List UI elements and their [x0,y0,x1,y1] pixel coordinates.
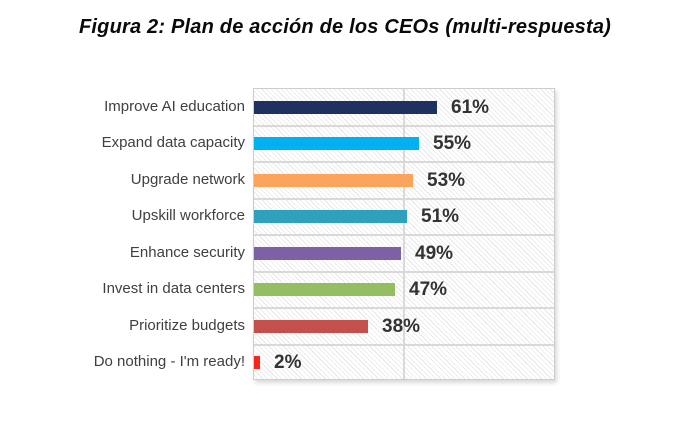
bar [254,210,407,224]
bar [254,283,395,297]
bar [254,246,401,260]
bar-value-label: 61% [451,96,490,118]
gridline-horizontal [254,343,554,346]
bar-value-label: 2% [274,352,302,374]
bar-row: 55% [254,126,554,163]
gridline-horizontal [254,161,554,163]
bar-value-label: 38% [382,315,421,337]
bar-value-label: 53% [427,169,466,191]
gridline-horizontal [254,270,554,273]
bar-row: 61% [254,89,554,126]
category-label: Expand data capacity [101,134,245,152]
bar-row: 53% [254,162,554,199]
plot-area: 61% 55% 53% 51% 49% 47% 38% 2% [253,88,555,380]
category-label: Do nothing - I'm ready! [93,353,245,371]
bar-value-label: 51% [421,206,460,228]
category-label: Upgrade network [130,170,245,188]
bar-row: 38% [254,308,554,345]
category-label: Enhance security [129,243,245,261]
bar-value-label: 47% [409,279,448,301]
bar-row: 49% [254,235,554,272]
bar-row: 51% [254,199,554,236]
bar [254,173,413,187]
category-label: Prioritize budgets [129,316,245,334]
gridline-horizontal [254,197,554,200]
bar [254,356,260,370]
gridline-horizontal [254,234,554,236]
bar-value-label: 49% [415,242,454,264]
bar-row: 2% [254,345,554,382]
category-label: Invest in data centers [102,280,245,298]
bar [254,319,368,333]
gridline-horizontal [254,124,554,127]
bar-value-label: 55% [433,133,472,155]
category-label: Improve AI education [104,97,245,115]
chart-title: Figura 2: Plan de acción de los CEOs (mu… [78,16,612,38]
gridline-horizontal [254,307,554,309]
bar-row: 47% [254,272,554,309]
bar [254,100,437,114]
category-label: Upskill workforce [131,207,245,225]
bar [254,137,419,151]
